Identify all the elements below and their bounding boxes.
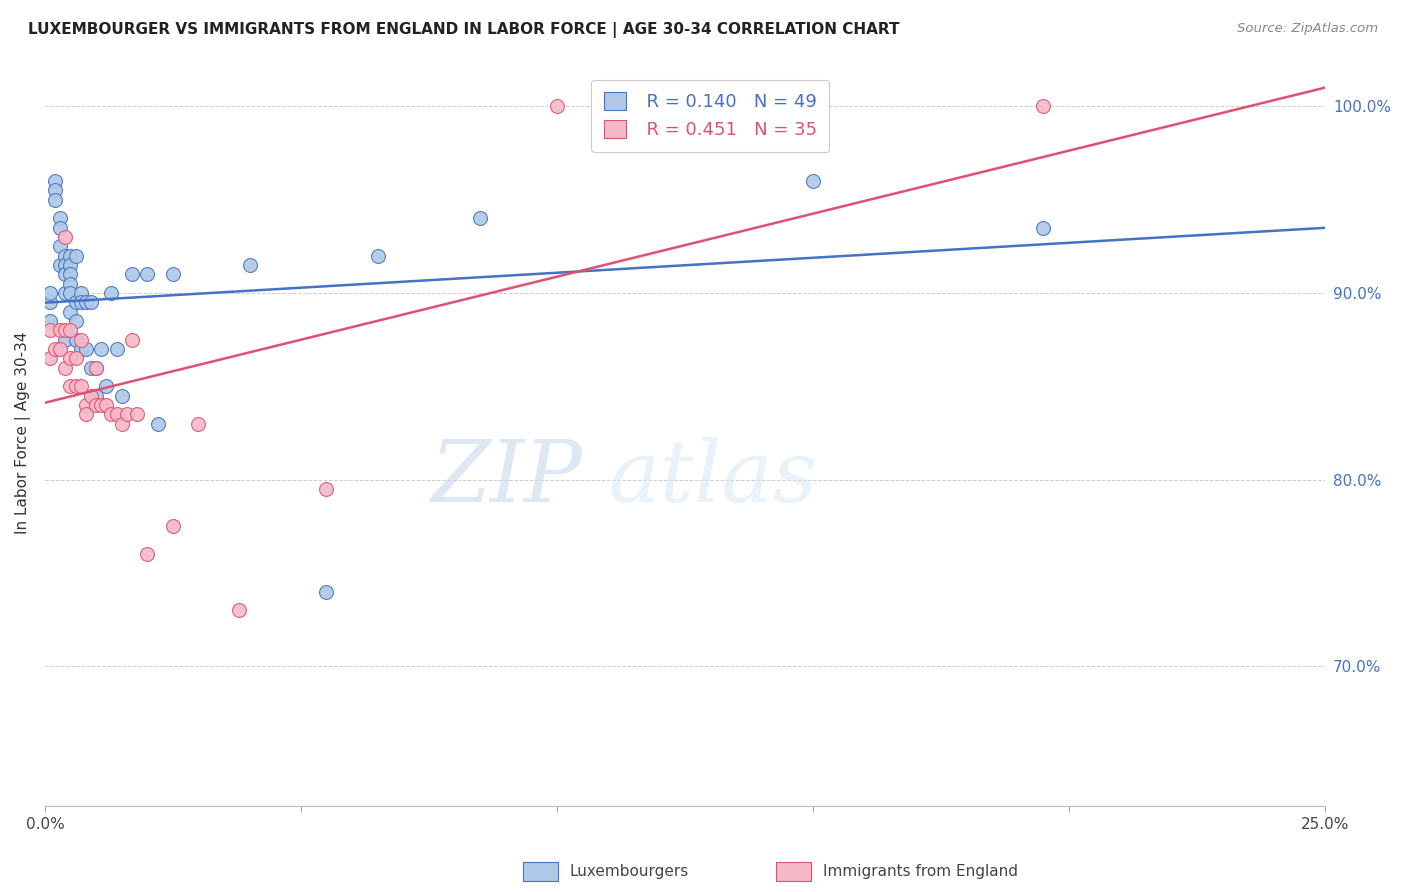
Point bbox=[44, 174, 66, 188]
Point bbox=[367, 249, 389, 263]
Point bbox=[59, 249, 82, 263]
Point bbox=[115, 407, 138, 421]
Point bbox=[49, 342, 72, 356]
Point bbox=[187, 417, 209, 431]
Point bbox=[65, 351, 87, 366]
Point bbox=[69, 333, 91, 347]
Point bbox=[53, 285, 76, 300]
Point bbox=[80, 360, 103, 375]
Point bbox=[65, 333, 87, 347]
Point bbox=[84, 398, 107, 412]
Point bbox=[125, 407, 148, 421]
Point bbox=[162, 267, 184, 281]
Point bbox=[468, 211, 491, 226]
Point bbox=[59, 285, 82, 300]
Text: ZIP: ZIP bbox=[430, 436, 582, 519]
Point bbox=[69, 379, 91, 393]
Point bbox=[801, 174, 824, 188]
Point bbox=[105, 407, 128, 421]
Point bbox=[44, 193, 66, 207]
Point bbox=[39, 314, 62, 328]
Point bbox=[315, 482, 337, 496]
Point bbox=[53, 267, 76, 281]
Point bbox=[44, 183, 66, 197]
Point bbox=[65, 314, 87, 328]
Point bbox=[90, 398, 112, 412]
Point bbox=[75, 398, 97, 412]
Point bbox=[59, 304, 82, 318]
Point bbox=[105, 342, 128, 356]
Point bbox=[136, 547, 159, 561]
Point bbox=[59, 351, 82, 366]
Point bbox=[53, 333, 76, 347]
Point bbox=[53, 323, 76, 337]
Point bbox=[111, 417, 134, 431]
Point bbox=[49, 239, 72, 253]
Point bbox=[80, 295, 103, 310]
Text: atlas: atlas bbox=[607, 436, 817, 519]
Point bbox=[80, 389, 103, 403]
Point bbox=[53, 249, 76, 263]
Point bbox=[53, 230, 76, 244]
Point bbox=[84, 389, 107, 403]
Point bbox=[146, 417, 169, 431]
Text: LUXEMBOURGER VS IMMIGRANTS FROM ENGLAND IN LABOR FORCE | AGE 30-34 CORRELATION C: LUXEMBOURGER VS IMMIGRANTS FROM ENGLAND … bbox=[28, 22, 900, 38]
Point bbox=[69, 342, 91, 356]
Text: Immigrants from England: Immigrants from England bbox=[823, 864, 1018, 879]
Point bbox=[69, 285, 91, 300]
Point bbox=[75, 342, 97, 356]
Point bbox=[39, 285, 62, 300]
Text: Luxembourgers: Luxembourgers bbox=[569, 864, 689, 879]
Point bbox=[49, 323, 72, 337]
Point bbox=[121, 333, 143, 347]
Point bbox=[315, 584, 337, 599]
Point bbox=[65, 295, 87, 310]
Point bbox=[239, 258, 262, 272]
Point bbox=[1032, 220, 1054, 235]
Point bbox=[1032, 99, 1054, 113]
Point bbox=[49, 211, 72, 226]
Point bbox=[111, 389, 134, 403]
Point bbox=[65, 379, 87, 393]
Point bbox=[59, 323, 82, 337]
Point bbox=[96, 379, 118, 393]
Point bbox=[96, 398, 118, 412]
Text: Source: ZipAtlas.com: Source: ZipAtlas.com bbox=[1237, 22, 1378, 36]
Point bbox=[228, 603, 250, 617]
Point bbox=[100, 285, 122, 300]
Point bbox=[136, 267, 159, 281]
Point bbox=[75, 407, 97, 421]
Point bbox=[49, 258, 72, 272]
Point bbox=[59, 379, 82, 393]
Point bbox=[53, 360, 76, 375]
Point bbox=[162, 519, 184, 533]
Point bbox=[65, 249, 87, 263]
Point bbox=[546, 99, 568, 113]
Point bbox=[49, 220, 72, 235]
Point bbox=[53, 258, 76, 272]
Point bbox=[90, 342, 112, 356]
Point bbox=[121, 267, 143, 281]
Point bbox=[44, 342, 66, 356]
Point bbox=[69, 295, 91, 310]
Point bbox=[75, 295, 97, 310]
Legend:   R = 0.140   N = 49,   R = 0.451   N = 35: R = 0.140 N = 49, R = 0.451 N = 35 bbox=[592, 79, 830, 152]
Point bbox=[59, 277, 82, 291]
Point bbox=[59, 267, 82, 281]
Point bbox=[59, 258, 82, 272]
Point bbox=[100, 407, 122, 421]
Point bbox=[39, 351, 62, 366]
Y-axis label: In Labor Force | Age 30-34: In Labor Force | Age 30-34 bbox=[15, 332, 31, 534]
Point bbox=[39, 323, 62, 337]
Point bbox=[39, 295, 62, 310]
Point bbox=[84, 360, 107, 375]
Point bbox=[84, 360, 107, 375]
